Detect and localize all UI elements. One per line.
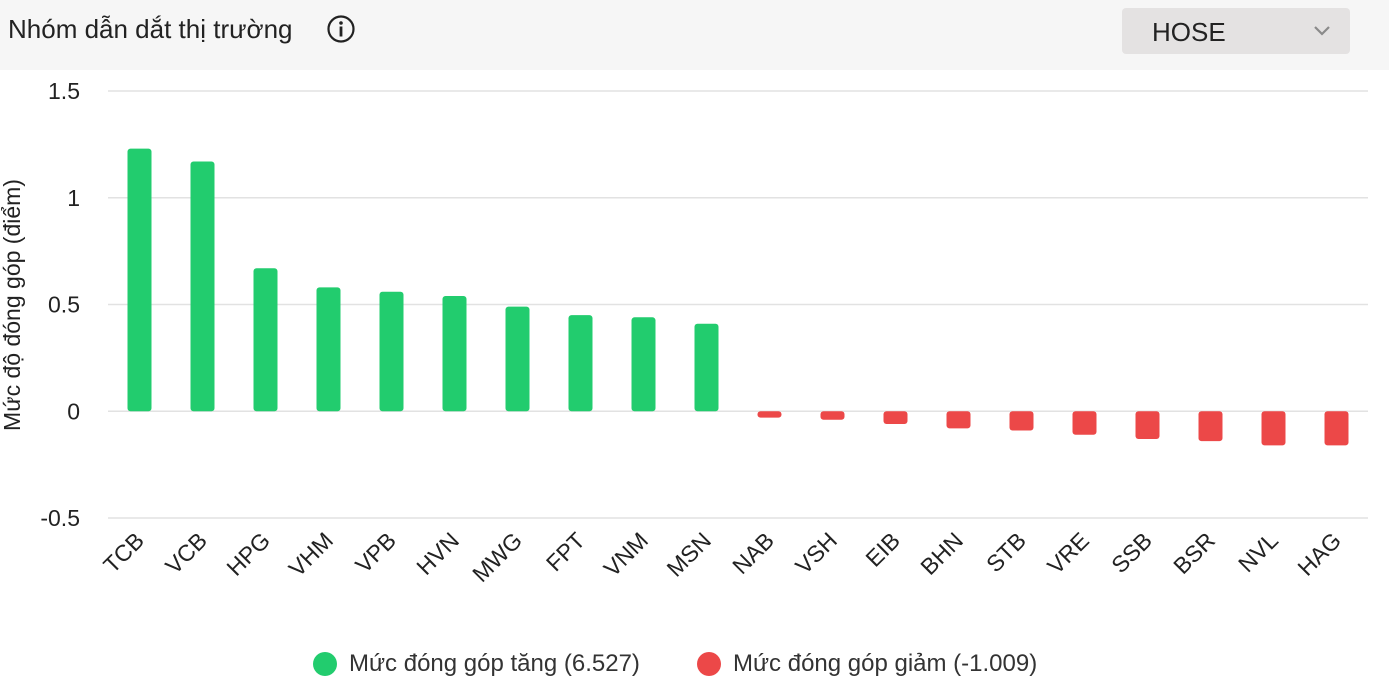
- legend-negative-marker: [697, 652, 721, 676]
- y-tick-label: 1.5: [48, 78, 80, 104]
- x-tick-label: HVN: [411, 527, 464, 580]
- x-tick-label: EIB: [860, 527, 905, 572]
- bar-ssb[interactable]: [1135, 411, 1160, 440]
- x-tick-label: NVL: [1233, 527, 1283, 577]
- bar-fpt[interactable]: [568, 315, 593, 412]
- x-tick-label: HPG: [221, 527, 275, 581]
- bar-nab[interactable]: [757, 411, 782, 418]
- bar-vhm[interactable]: [316, 287, 341, 412]
- y-tick-label: 1: [67, 185, 80, 211]
- legend-positive-label: Mức đóng góp tăng (6.527): [349, 650, 640, 677]
- bar-mwg[interactable]: [505, 306, 530, 412]
- bar-vsh[interactable]: [820, 411, 845, 420]
- x-tick-label: FPT: [541, 527, 590, 576]
- legend-positive-marker: [313, 652, 337, 676]
- y-tick-label: 0.5: [48, 292, 80, 318]
- x-tick-label: MSN: [661, 527, 716, 582]
- chevron-down-icon: [1314, 26, 1330, 36]
- bar-stb[interactable]: [1009, 411, 1034, 431]
- bar-msn[interactable]: [694, 323, 719, 412]
- bar-vnm[interactable]: [631, 317, 656, 412]
- bar-hag[interactable]: [1324, 411, 1349, 446]
- exchange-select[interactable]: HOSE: [1122, 8, 1350, 54]
- info-circle-icon[interactable]: [326, 14, 356, 44]
- x-tick-label: VNM: [598, 527, 653, 582]
- x-tick-label: VPB: [350, 527, 401, 578]
- x-tick-label: SSB: [1106, 527, 1157, 578]
- bar-hpg[interactable]: [253, 268, 278, 412]
- x-tick-label: NAB: [727, 527, 779, 579]
- bar-bsr[interactable]: [1198, 411, 1223, 442]
- exchange-select-value: HOSE: [1152, 17, 1226, 47]
- bar-vcb[interactable]: [190, 161, 215, 412]
- chart-title: Nhóm dẫn dắt thị trường: [8, 14, 293, 44]
- x-tick-label: STB: [981, 527, 1031, 577]
- bar-vre[interactable]: [1072, 411, 1097, 435]
- bar-nvl[interactable]: [1261, 411, 1286, 446]
- x-tick-label: VHM: [283, 527, 338, 582]
- x-tick-label: VCB: [160, 527, 212, 579]
- bar-hvn[interactable]: [442, 295, 467, 412]
- x-tick-label: TCB: [98, 527, 149, 578]
- x-tick-label: BHN: [915, 527, 968, 580]
- x-tick-label: HAG: [1292, 527, 1346, 581]
- x-tick-label: VRE: [1042, 527, 1094, 579]
- y-tick-label: -0.5: [40, 505, 80, 531]
- legend-negative-label: Mức đóng góp giảm (-1.009): [733, 650, 1038, 677]
- chart-header: Nhóm dẫn dắt thị trường HOSE: [0, 0, 1389, 70]
- x-tick-label: MWG: [467, 527, 527, 587]
- x-tick-label: BSR: [1168, 527, 1220, 579]
- y-axis-label: Mức độ đóng góp (điểm): [0, 179, 25, 431]
- bar-vpb[interactable]: [379, 291, 404, 412]
- x-tick-label: VSH: [790, 527, 842, 579]
- bar-tcb[interactable]: [127, 148, 152, 412]
- contribution-bar-chart: 1.5 1 0.5 0 -0.5 TCB VCB HPG VHM VPB HVN MWG FPT VNM…: [0, 78, 1368, 587]
- bar-eib[interactable]: [883, 411, 908, 425]
- bar-bhn[interactable]: [946, 411, 971, 429]
- y-tick-label: 0: [67, 398, 80, 424]
